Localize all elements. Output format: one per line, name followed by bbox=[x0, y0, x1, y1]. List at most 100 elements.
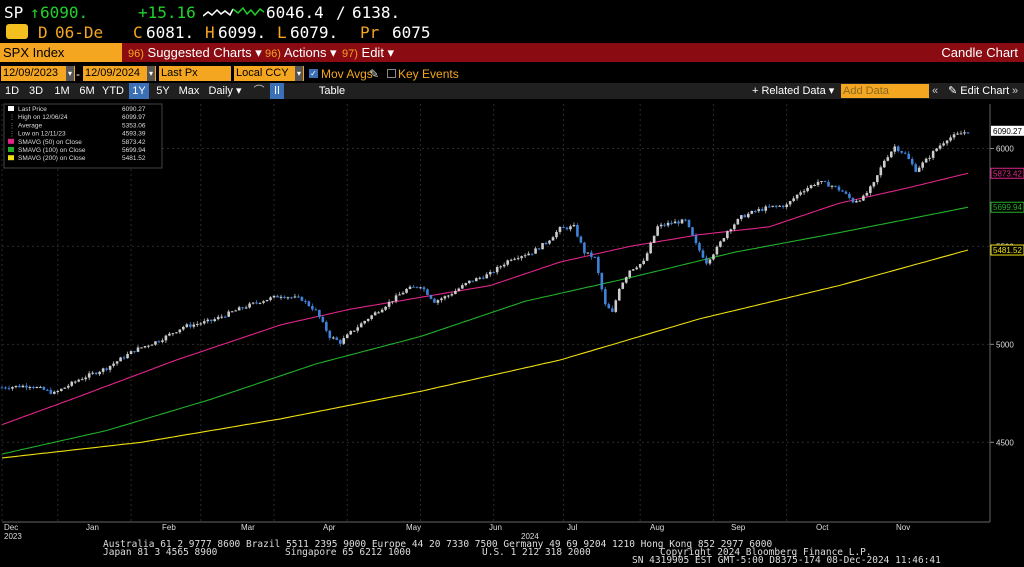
candle-body bbox=[447, 295, 450, 297]
candle-body bbox=[827, 181, 830, 187]
legend-swatch bbox=[8, 155, 14, 161]
candle-body bbox=[42, 386, 46, 390]
candle-body bbox=[408, 286, 412, 289]
candle-body bbox=[230, 311, 234, 313]
candle-body bbox=[576, 224, 579, 237]
candle-body bbox=[454, 290, 457, 295]
actions-menu[interactable]: 96) Actions ▾ bbox=[265, 43, 337, 62]
candle-body bbox=[199, 323, 203, 325]
edit-menu[interactable]: 97) Edit ▾ bbox=[342, 43, 394, 62]
candle-body bbox=[593, 256, 597, 258]
edit-chart-button[interactable]: ✎ Edit Chart bbox=[948, 85, 1010, 97]
candle-body bbox=[356, 327, 360, 331]
price-field-select[interactable]: Last Px bbox=[159, 66, 231, 81]
period-6m[interactable]: 6M bbox=[79, 85, 95, 97]
candle-body bbox=[834, 185, 837, 187]
calendar-icon[interactable]: ▾ bbox=[147, 66, 155, 81]
candle-body bbox=[202, 321, 206, 324]
candle-body bbox=[234, 310, 237, 312]
ticker-last: 6090. bbox=[40, 3, 89, 22]
key-events-toggle[interactable]: Key Events bbox=[398, 67, 459, 81]
candle-body bbox=[412, 286, 415, 288]
start-date-field[interactable]: 12/09/2023 ▾ bbox=[1, 66, 75, 81]
candle-body bbox=[457, 288, 461, 291]
period-5y[interactable]: 5Y bbox=[156, 85, 170, 97]
related-data-menu[interactable]: + Related Data ▾ bbox=[752, 85, 835, 97]
candles bbox=[0, 129, 970, 395]
candle-body bbox=[122, 357, 126, 359]
candle-body bbox=[659, 224, 663, 227]
candle-body bbox=[841, 190, 844, 192]
candle-body bbox=[11, 387, 14, 389]
period-1d[interactable]: 1D bbox=[4, 85, 20, 97]
candle-body bbox=[394, 295, 398, 302]
checkbox-icon[interactable] bbox=[387, 69, 396, 78]
candle-body bbox=[140, 347, 143, 349]
candle-body bbox=[537, 248, 541, 250]
candle-body bbox=[290, 297, 293, 299]
period-3d[interactable]: 3D bbox=[28, 85, 44, 97]
candle-body bbox=[750, 210, 754, 214]
legend-label: SMAVG (200) on Close bbox=[18, 155, 86, 162]
candle-body bbox=[760, 209, 764, 211]
candle-body bbox=[945, 140, 949, 144]
pencil-icon[interactable]: ✎ bbox=[369, 67, 380, 81]
currency-select[interactable]: Local CCY ▾ bbox=[234, 66, 304, 81]
candle-body bbox=[778, 205, 781, 207]
legend-value: 5353.06 bbox=[122, 122, 146, 129]
candle-body bbox=[628, 270, 632, 278]
calendar-icon[interactable]: ▾ bbox=[66, 66, 74, 81]
footer-japan: Japan 81 3 4565 8900 bbox=[103, 547, 218, 558]
line-chart-icon[interactable]: ⌒ bbox=[253, 85, 265, 97]
candle-body bbox=[345, 334, 349, 339]
table-button[interactable]: Table bbox=[318, 85, 346, 97]
candle-body bbox=[663, 224, 666, 226]
candle-body bbox=[171, 333, 175, 335]
candle-body bbox=[917, 167, 921, 172]
end-date-field[interactable]: 12/09/2024 ▾ bbox=[83, 66, 156, 81]
sma-value-tag bbox=[990, 167, 1024, 179]
candle-body bbox=[649, 242, 652, 254]
chevron-down-icon[interactable]: ▾ bbox=[295, 66, 303, 81]
chart-type-label[interactable]: Candle Chart bbox=[941, 45, 1018, 60]
x-tick-label: Feb bbox=[162, 523, 176, 532]
suggested-charts-menu[interactable]: 96) Suggested Charts ▾ bbox=[128, 43, 262, 62]
edit-chart-label: Edit Chart bbox=[960, 85, 1010, 97]
expand-icon[interactable]: » bbox=[1012, 85, 1019, 97]
candle-chart-icon[interactable]: ǀǀ bbox=[270, 83, 284, 99]
add-data-input[interactable]: Add Data bbox=[841, 84, 929, 98]
candle-body bbox=[610, 308, 614, 312]
candle-body bbox=[876, 175, 879, 183]
security-field[interactable]: SPX Index bbox=[0, 43, 122, 62]
candle-body bbox=[297, 296, 300, 298]
x-year-label: 2024 bbox=[521, 532, 539, 540]
candle-body bbox=[426, 289, 429, 296]
prev-prefix: Pr bbox=[360, 23, 380, 42]
candle-body bbox=[366, 318, 370, 321]
candle-body bbox=[893, 146, 897, 152]
candle-body bbox=[373, 312, 377, 316]
candle-body bbox=[80, 379, 84, 381]
candle-body bbox=[806, 188, 809, 192]
candle-body bbox=[523, 255, 527, 257]
candle-body bbox=[701, 250, 705, 258]
candle-chart[interactable]: 45005000550060006090.275873.425699.94548… bbox=[0, 100, 1024, 540]
checkbox-icon[interactable]: ✓ bbox=[309, 69, 318, 78]
candle-body bbox=[119, 357, 122, 362]
frequency-select[interactable]: Daily ▾ bbox=[208, 85, 242, 97]
period-1m[interactable]: 1M bbox=[54, 85, 70, 97]
menu-label: Edit ▾ bbox=[361, 45, 395, 60]
period-max[interactable]: Max bbox=[178, 85, 200, 97]
candle-body bbox=[126, 353, 129, 359]
candle-body bbox=[429, 295, 433, 299]
collapse-icon[interactable]: « bbox=[932, 85, 939, 97]
candle-body bbox=[820, 181, 823, 183]
period-ytd[interactable]: YTD bbox=[102, 85, 124, 97]
candle-body bbox=[855, 200, 858, 203]
mov-avgs-toggle[interactable]: Mov Avgs bbox=[321, 67, 373, 81]
candle-body bbox=[338, 339, 342, 344]
candle-body bbox=[66, 385, 70, 388]
period-1y[interactable]: 1Y bbox=[129, 83, 149, 99]
legend-value: 5699.94 bbox=[122, 147, 146, 154]
candle-body bbox=[506, 260, 509, 265]
